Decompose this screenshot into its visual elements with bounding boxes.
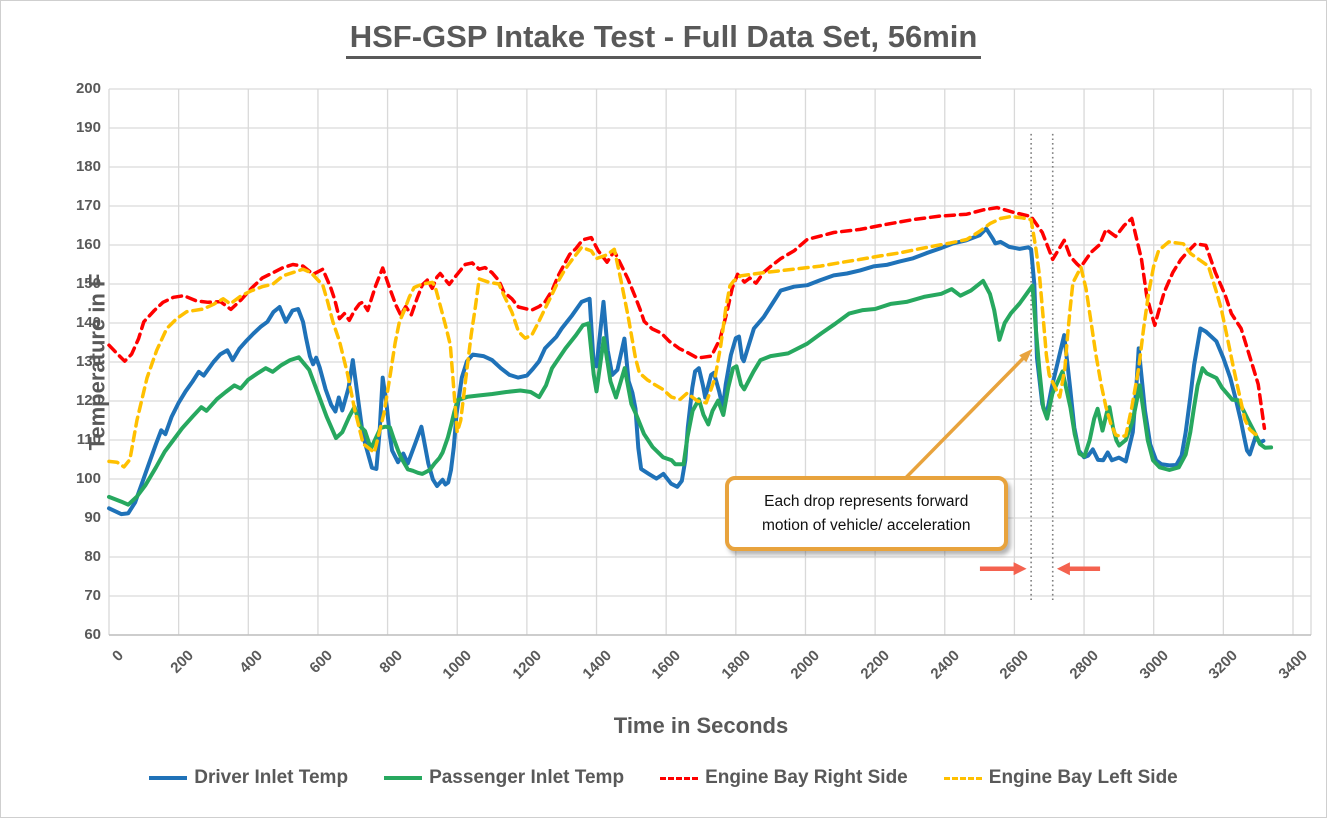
- y-tick-label: 170: [75, 197, 101, 214]
- annotation-arrowhead-left-icon: [1056, 562, 1070, 576]
- x-axis-title: Time in Seconds: [613, 713, 789, 738]
- legend-label: Engine Bay Right Side: [705, 767, 908, 788]
- y-tick-label: 190: [75, 119, 101, 136]
- y-tick-label: 200: [75, 80, 101, 97]
- series-line-engine-bay-right-side: [107, 205, 1267, 431]
- callout-line-2: motion of vehicle/ acceleration: [761, 516, 971, 534]
- legend-line-sample-icon: [943, 776, 982, 780]
- annotation-arrowhead-right-icon: [1013, 562, 1027, 576]
- legend-label: Driver Inlet Temp: [194, 767, 349, 788]
- legend-item-passenger-inlet-temp: Passenger Inlet Temp: [384, 767, 624, 789]
- legend-line-sample-icon: [384, 776, 423, 780]
- chart-title: HSF-GSP Intake Test - Full Data Set, 56m…: [1, 19, 1326, 59]
- series-line-passenger-inlet-temp: [107, 278, 1274, 507]
- y-tick-label: 180: [75, 158, 101, 175]
- y-tick-label: 80: [84, 548, 101, 565]
- y-tick-label: 100: [75, 470, 101, 487]
- legend-item-engine-bay-left-side: Engine Bay Left Side: [943, 767, 1178, 789]
- y-tick-label: 90: [84, 509, 101, 526]
- y-tick-label: 130: [75, 353, 101, 370]
- callout-leader-line: [904, 351, 1030, 480]
- legend-label: Engine Bay Left Side: [988, 767, 1178, 788]
- callout-annotation: Each drop represents forward motion of v…: [724, 475, 1008, 552]
- legend-item-engine-bay-right-side: Engine Bay Right Side: [660, 767, 908, 789]
- series-line-engine-bay-left-side: [107, 214, 1263, 469]
- y-tick-label: 150: [75, 275, 101, 292]
- callout-line-1: Each drop represents forward: [764, 493, 969, 511]
- y-tick-label: 70: [84, 587, 101, 604]
- y-tick-label: 140: [75, 314, 101, 331]
- y-tick-label: 160: [75, 236, 101, 253]
- y-axis-title: Temperature in F: [84, 273, 110, 451]
- y-tick-label: 110: [76, 431, 101, 448]
- legend-line-sample-icon: [660, 776, 699, 780]
- legend-label: Passenger Inlet Temp: [429, 767, 625, 788]
- y-tick-label: 60: [84, 626, 101, 643]
- callout-leader-arrowhead: [1019, 348, 1033, 363]
- series-line-driver-inlet-temp: [107, 226, 1266, 517]
- legend-line-sample-icon: [149, 776, 188, 780]
- legend: Driver Inlet Temp Passenger Inlet Temp Eng…: [1, 767, 1326, 789]
- legend-item-driver-inlet-temp: Driver Inlet Temp: [149, 767, 348, 789]
- y-tick-label: 120: [75, 392, 101, 409]
